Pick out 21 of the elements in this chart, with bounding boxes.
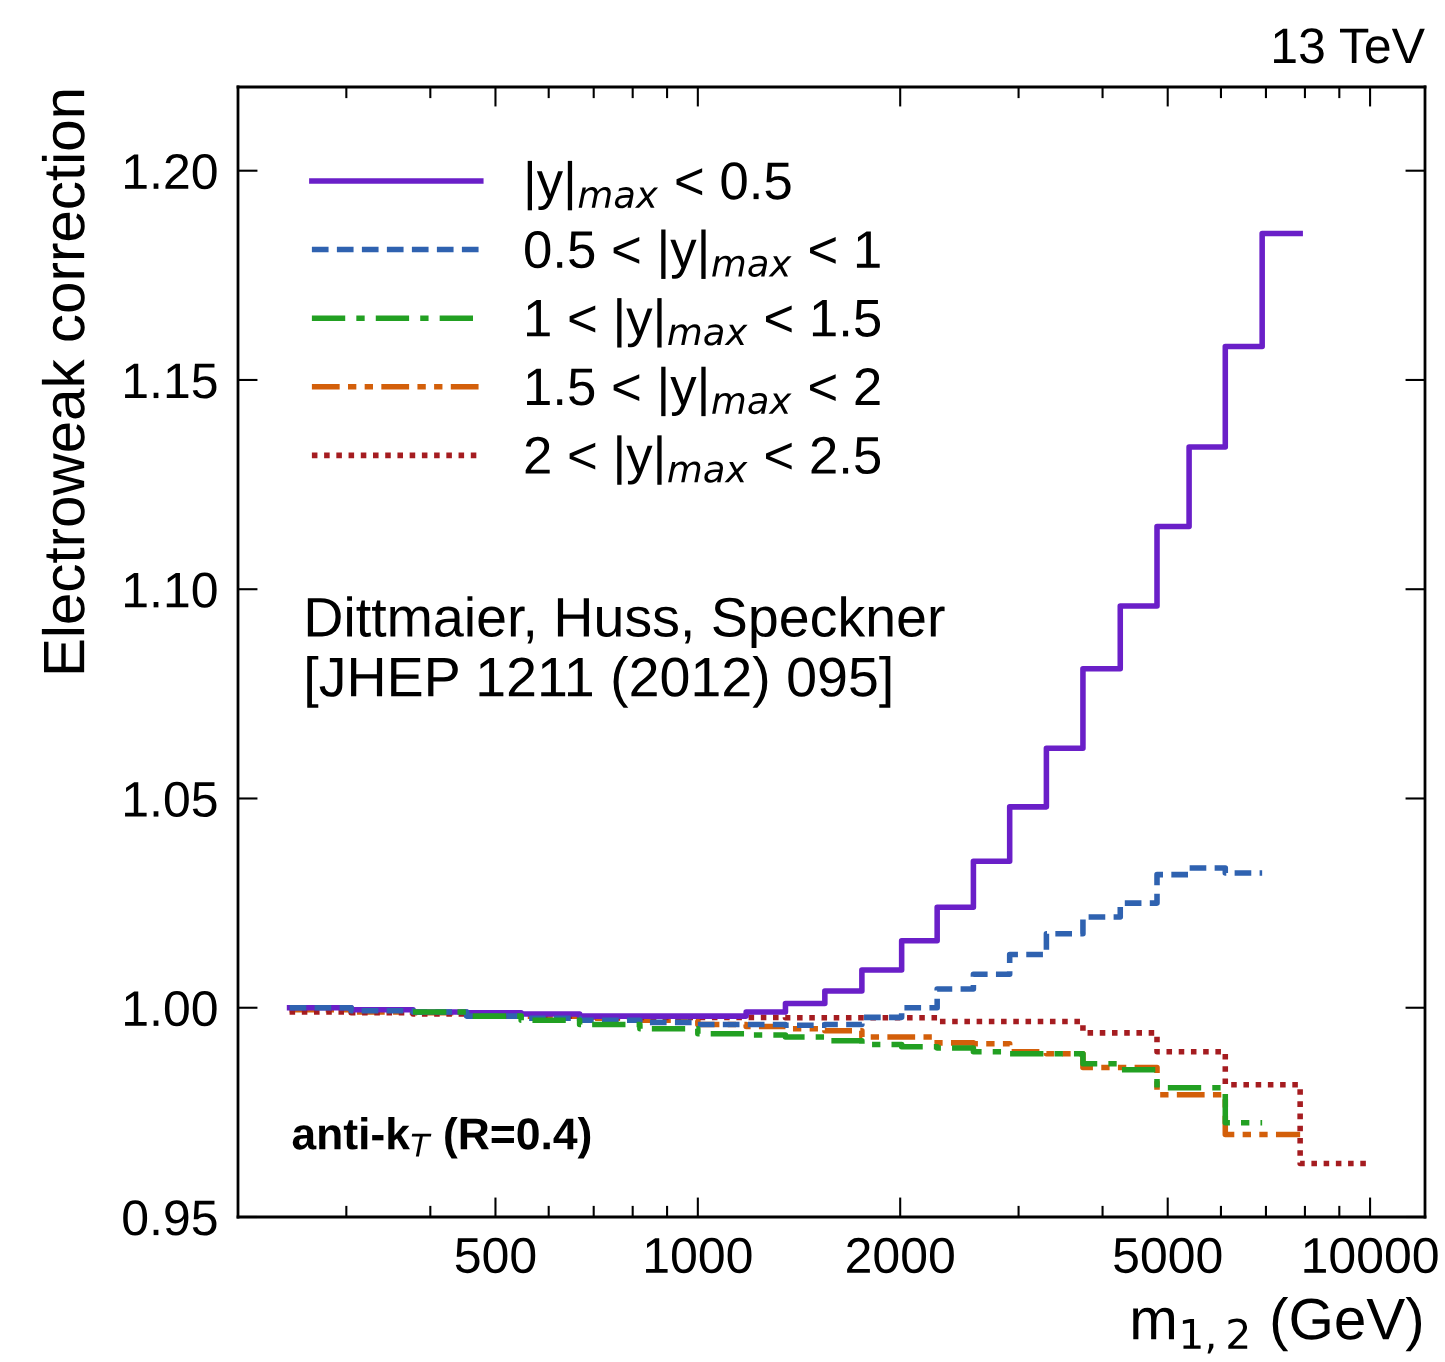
x-tick-label: 500 xyxy=(455,1237,536,1274)
y-axis-title: Electroweak correction xyxy=(41,90,85,673)
annotation: Dittmaier, Huss, Speckner [JHEP 1211 (2012) 095] xyxy=(307,596,945,708)
legend-label: |y|$_{max}$ < 0.5 xyxy=(527,160,791,211)
y-tick-label: 1.20 xyxy=(125,153,217,190)
y-tick-label: 1.10 xyxy=(125,572,217,608)
y-tick-label: 1.00 xyxy=(125,990,217,1027)
y-tick-label: 1.05 xyxy=(125,781,217,818)
x-tick-label: 5000 xyxy=(1114,1237,1222,1274)
legend-label: 1 < |y|$_{max}$ < 1.5 xyxy=(527,298,881,348)
legend-label: 2 < |y|$_{max}$ < 2.5 xyxy=(525,435,881,485)
y-tick-label: 0.95 xyxy=(123,1200,217,1236)
legend-label: 1.5 < |y|$_{max}$ < 2 xyxy=(527,366,880,417)
legend-label: 0.5 < |y|$_{max}$ < 1 xyxy=(525,229,880,279)
text: 13 TeV xyxy=(1274,28,1425,64)
y-tick-label: 1.15 xyxy=(125,363,217,399)
x-tick-label: 2000 xyxy=(847,1237,954,1274)
x-axis-title: m$_{1,2}$ (GeV) xyxy=(1133,1296,1422,1354)
x-tick-label: 1000 xyxy=(646,1237,752,1274)
annotation: anti-k$_{T}$ (R=0.4) xyxy=(292,1117,591,1159)
x-tick-label: 10000 xyxy=(1304,1237,1438,1274)
